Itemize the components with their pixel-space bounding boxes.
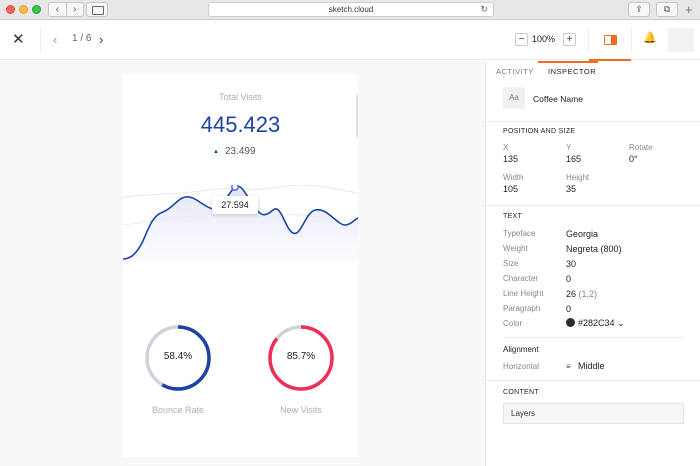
width-label: Width <box>503 173 524 182</box>
artboard-pager: 1 / 6 <box>72 33 92 44</box>
close-icon[interactable]: ✕ <box>12 31 25 48</box>
y-value[interactable]: 165 <box>566 154 582 164</box>
inspector-panel-toggle-icon[interactable] <box>589 20 631 61</box>
x-value[interactable]: 135 <box>503 154 519 164</box>
total-visits-value: 445.423 <box>200 112 281 137</box>
reload-icon[interactable]: ↻ <box>480 4 488 14</box>
zoom-out-button[interactable]: − <box>515 33 528 46</box>
line-height-label: Line Height <box>503 289 544 298</box>
share-button[interactable]: ⇪ <box>628 2 650 17</box>
previous-artboard-button[interactable]: ‹ <box>53 32 58 47</box>
zoom-in-button[interactable]: + <box>563 33 576 46</box>
width-value[interactable]: 105 <box>503 184 519 194</box>
weight-value[interactable]: Negreta (800) <box>566 244 622 254</box>
size-label: Size <box>503 259 519 268</box>
horizontal-alignment-value[interactable]: ≡ Middle <box>566 361 605 371</box>
artboard-scrollbar[interactable] <box>356 95 358 137</box>
new-tab-button[interactable]: + <box>685 2 693 17</box>
character-value[interactable]: 0 <box>566 274 572 284</box>
back-button[interactable]: ‹ <box>49 3 67 16</box>
visits-line-chart <box>123 185 358 265</box>
visits-delta-value: 23.499 <box>224 146 256 157</box>
section-divider <box>486 205 700 206</box>
zoom-level: 100% <box>532 34 556 44</box>
canvas[interactable]: Total Visits 445.423 ▲ 23.499 27.594 <box>0 61 485 466</box>
chart-highlight-point[interactable] <box>231 185 239 191</box>
layer-name: Coffee Name <box>533 94 583 104</box>
tab-inspector[interactable]: INSPECTOR <box>548 67 597 76</box>
sidebar-toggle-button[interactable] <box>86 2 108 17</box>
browser-toolbar: ‹ › sketch.cloud ↻ ⇪ ⧉ + <box>0 0 700 20</box>
rotate-label: Rotate <box>629 143 653 152</box>
inspector-panel: ACTIVITY INSPECTOR Aa Coffee Name POSITI… <box>485 61 700 466</box>
color-hex: #282C34 <box>578 318 615 328</box>
forward-button[interactable]: › <box>73 4 77 15</box>
position-section-title: POSITION AND SIZE <box>503 128 576 135</box>
app-toolbar: ✕ ‹ 1 / 6 › − 100% + 🔔 <box>0 20 700 61</box>
chart-tertiary-line <box>123 212 358 226</box>
align-center-icon: ≡ <box>566 362 571 371</box>
toolbar-divider <box>40 28 41 52</box>
minimize-window-button[interactable] <box>19 5 28 14</box>
visits-delta: ▲ 23.499 <box>213 146 256 157</box>
color-label: Color <box>503 319 523 328</box>
browser-nav-group: ‹ › <box>48 2 84 17</box>
character-label: Character <box>503 274 539 283</box>
color-swatch <box>566 318 575 327</box>
layers-field[interactable]: Layers <box>503 403 684 424</box>
toolbar-divider <box>588 28 589 52</box>
active-tab-indicator <box>538 61 598 63</box>
color-value[interactable]: #282C34 ⌄ <box>566 318 625 329</box>
height-label: Height <box>566 173 590 182</box>
horizontal-label: Horizontal <box>503 362 540 371</box>
horizontal-alignment-text: Middle <box>578 361 605 371</box>
section-divider <box>503 337 684 338</box>
text-section-title: TEXT <box>503 213 523 220</box>
bounce-rate-donut: 58.4% <box>143 323 213 393</box>
size-value[interactable]: 30 <box>566 259 577 269</box>
url-text: sketch.cloud <box>328 5 374 14</box>
section-divider <box>486 121 700 122</box>
paragraph-label: Paragraph <box>503 304 541 313</box>
address-bar[interactable]: sketch.cloud ↻ <box>208 2 494 17</box>
chart-main-line <box>123 185 358 260</box>
y-label: Y <box>566 143 572 152</box>
section-divider <box>486 380 700 381</box>
bell-icon[interactable]: 🔔 <box>643 32 657 44</box>
x-label: X <box>503 143 509 152</box>
line-height-number: 26 <box>566 289 577 299</box>
avatar[interactable] <box>668 28 694 52</box>
show-tabs-button[interactable]: ⧉ <box>656 2 678 17</box>
new-visits-label: New Visits <box>280 405 322 415</box>
tab-activity[interactable]: ACTIVITY <box>496 67 534 76</box>
typeface-label: Typeface <box>503 229 536 238</box>
weight-label: Weight <box>503 244 528 253</box>
chevron-down-icon[interactable]: ⌄ <box>617 318 625 328</box>
zoom-window-button[interactable] <box>32 5 41 14</box>
line-height-ratio: (1,2) <box>578 289 598 299</box>
total-visits-label: Total Visits <box>219 92 262 102</box>
content-section-title: CONTENT <box>503 389 539 396</box>
line-height-value[interactable]: 26 (1,2) <box>566 289 597 299</box>
chart-tooltip: 27.594 <box>212 196 258 214</box>
bounce-rate-value: 58.4% <box>163 351 193 362</box>
next-artboard-button[interactable]: › <box>99 32 104 47</box>
artboard[interactable]: Total Visits 445.423 ▲ 23.499 27.594 <box>123 75 358 457</box>
height-value[interactable]: 35 <box>566 184 577 194</box>
donut-arc <box>145 325 211 391</box>
donut-arc <box>268 325 334 391</box>
chart-area-fill <box>123 186 358 265</box>
rotate-value[interactable]: 0° <box>629 154 638 164</box>
new-visits-value: 85.7% <box>286 351 316 362</box>
close-window-button[interactable] <box>6 5 15 14</box>
paragraph-value[interactable]: 0 <box>566 304 572 314</box>
up-arrow-icon: ▲ <box>213 149 219 155</box>
alignment-section-title: Alignment <box>503 345 539 354</box>
typeface-value[interactable]: Georgia <box>566 229 599 239</box>
toolbar-divider <box>631 28 632 52</box>
text-layer-icon: Aa <box>503 87 525 109</box>
new-visits-donut: 85.7% <box>266 323 336 393</box>
bounce-rate-label: Bounce Rate <box>151 405 205 415</box>
